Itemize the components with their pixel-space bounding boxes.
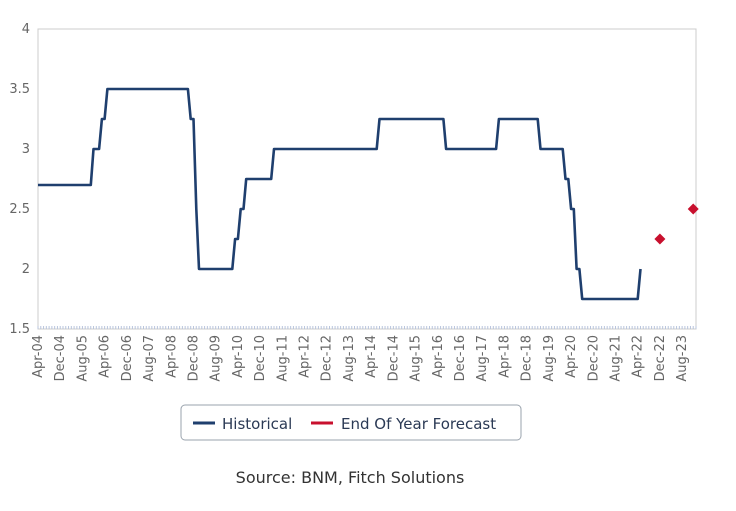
y-axis-labels: 1.5 2 2.5 3 3.5 4 — [9, 22, 30, 337]
x-tick-label: Aug-05 — [75, 335, 90, 382]
x-tick-label: Apr-20 — [564, 335, 579, 378]
x-tick-label: Aug-15 — [409, 335, 424, 382]
x-tick-label: Dec-12 — [320, 335, 335, 381]
x-tick-label: Apr-12 — [298, 335, 313, 378]
plot-frame — [37, 28, 697, 330]
x-tick-label: Aug-17 — [475, 335, 490, 382]
x-tick-label: Dec-06 — [120, 335, 135, 381]
y-tick-label: 4 — [22, 22, 30, 37]
x-tick-label: Aug-19 — [542, 335, 557, 382]
x-tick-label: Apr-06 — [98, 335, 113, 378]
x-tick-label: Dec-22 — [653, 335, 668, 381]
legend-historical-label[interactable]: Historical — [222, 415, 292, 433]
x-tick-label: Aug-21 — [608, 335, 623, 382]
x-tick-label: Dec-20 — [586, 335, 601, 381]
legend-forecast-label[interactable]: End Of Year Forecast — [341, 415, 496, 433]
x-tick-label: Aug-13 — [342, 335, 357, 382]
x-tick-label: Dec-04 — [53, 335, 68, 381]
x-tick-label: Aug-11 — [275, 335, 290, 382]
source-note: Source: BNM, Fitch Solutions — [235, 468, 465, 487]
series-line-historical — [38, 87, 642, 301]
x-tick-label: Apr-04 — [31, 335, 46, 378]
x-minor-ticks — [37, 326, 697, 329]
x-axis-labels: Apr-04 Dec-04 Aug-05 Apr-06 Dec-06 Aug-07 Apr-… — [31, 335, 690, 382]
y-tick-label: 3.5 — [9, 82, 30, 97]
forecast-point[interactable] — [654, 233, 666, 245]
x-tick-label: Apr-08 — [164, 335, 179, 378]
x-tick-label: Dec-16 — [453, 335, 468, 381]
x-tick-label: Apr-16 — [431, 335, 446, 378]
x-tick-label: Aug-07 — [142, 335, 157, 382]
legend-box — [180, 404, 522, 441]
x-tick-label: Dec-14 — [386, 335, 401, 381]
x-tick-label: Apr-18 — [497, 335, 512, 378]
x-tick-label: Dec-18 — [520, 335, 535, 381]
series-layer — [38, 87, 699, 301]
y-tick-label: 3 — [22, 142, 30, 157]
x-tick-label: Dec-10 — [253, 335, 268, 381]
x-tick-label: Apr-22 — [631, 335, 646, 378]
x-tick-label: Dec-08 — [186, 335, 201, 381]
x-tick-label: Apr-14 — [364, 335, 379, 378]
x-tick-label: Apr-10 — [231, 335, 246, 378]
y-tick-label: 2.5 — [9, 202, 30, 217]
y-tick-label: 2 — [22, 262, 30, 277]
x-tick-label: Aug-09 — [209, 335, 224, 382]
y-tick-label: 1.5 — [9, 322, 30, 337]
legend[interactable]: Historical End Of Year Forecast — [180, 404, 522, 441]
x-tick-label: Aug-23 — [675, 335, 690, 382]
forecast-point[interactable] — [687, 203, 699, 215]
